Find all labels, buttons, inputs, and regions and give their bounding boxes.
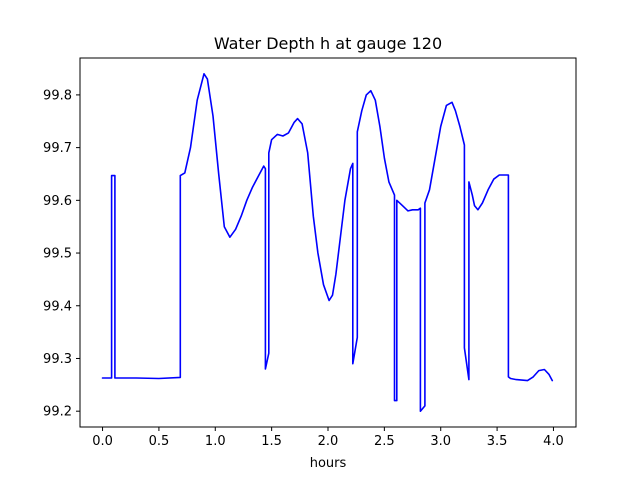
y-tick-label: 99.3 (43, 352, 72, 367)
x-tick-label: 3.5 (487, 434, 508, 449)
x-tick-label: 0.5 (149, 434, 170, 449)
y-tick-label: 99.8 (43, 88, 72, 103)
y-tick-label: 99.5 (43, 247, 72, 262)
axes-layer: 0.0 0.5 1.0 1.5 2.0 2.5 3.0 3.5 4.0 99.2 99.3 99.4 9… (43, 88, 564, 449)
y-tick-label: 99.2 (43, 405, 72, 420)
x-tick-label: 2.0 (318, 434, 339, 449)
plot-frame (79, 57, 577, 428)
x-axis-label: hours (310, 456, 347, 471)
y-tick-label: 99.4 (43, 299, 72, 314)
x-tick-label: 0.0 (92, 434, 113, 449)
x-tick-label: 3.0 (430, 434, 451, 449)
chart-title: Water Depth h at gauge 120 (214, 34, 442, 53)
series-line (101, 73, 554, 413)
x-tick-label: 2.5 (374, 434, 395, 449)
y-tick-label: 99.7 (43, 141, 72, 156)
y-tick-label: 99.6 (43, 194, 72, 209)
x-tick-label: 1.5 (261, 434, 282, 449)
x-tick-label: 4.0 (543, 434, 564, 449)
series-layer (101, 73, 554, 413)
x-tick-label: 1.0 (205, 434, 226, 449)
